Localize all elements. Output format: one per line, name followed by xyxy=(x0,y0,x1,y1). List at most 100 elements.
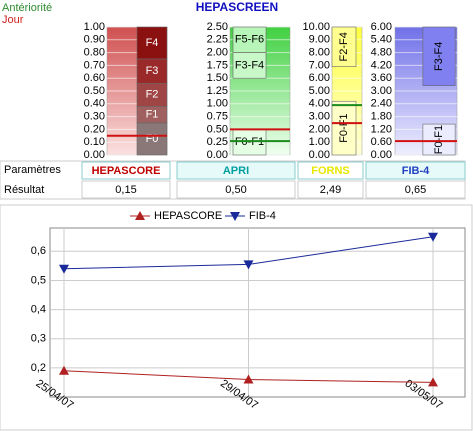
header-cell xyxy=(365,161,466,180)
zone xyxy=(422,26,456,86)
y-tick-label: 0,2 xyxy=(31,362,46,374)
table-header: Paramètres xyxy=(4,164,61,176)
zone-label: F2-F4 xyxy=(338,32,350,61)
gauge-tick-label: 4.80 xyxy=(371,47,392,59)
gauge-tick-label: 7.00 xyxy=(309,59,330,71)
param-name: FORNS xyxy=(311,165,350,177)
legend-label: HEPASCORE xyxy=(154,210,222,222)
result-value: 0,15 xyxy=(115,184,136,196)
param-name: APRI xyxy=(223,165,249,177)
y-tick-label: 0,3 xyxy=(31,333,46,345)
y-tick-label: 0,4 xyxy=(31,303,46,315)
plot-area xyxy=(49,227,466,398)
point xyxy=(59,365,69,375)
gauge-tick-label: 3.00 xyxy=(371,85,392,97)
zone-label: F1 xyxy=(146,109,159,121)
gauge-tick-label: 0.20 xyxy=(84,123,105,135)
table-frame xyxy=(0,160,466,200)
gauge-tick-label: 1.00 xyxy=(207,98,228,110)
zone-label: F0-F1 xyxy=(433,125,445,154)
gauge-tick-label: 6.00 xyxy=(371,21,392,33)
gauge-tick-label: 0.00 xyxy=(309,149,330,161)
zone xyxy=(232,52,267,79)
zone-label: F0 xyxy=(146,133,159,145)
gauge-tick-label: 0.50 xyxy=(84,85,105,97)
zone-label: F3 xyxy=(146,65,159,77)
legend-marker xyxy=(135,211,145,220)
gauge-tick-label: 10.00 xyxy=(302,21,330,33)
gauge-tick-label: 0.80 xyxy=(84,47,105,59)
zone-label: F0-F1 xyxy=(338,113,350,142)
gauge-tick-label: 1.00 xyxy=(84,21,105,33)
zone xyxy=(422,123,456,156)
gauge-tick-label: 1.00 xyxy=(309,136,330,148)
gauge-tick-label: 2.50 xyxy=(207,21,228,33)
zone xyxy=(331,26,357,67)
point xyxy=(243,374,254,384)
gauge-tick-label: 8.00 xyxy=(309,47,330,59)
legend-previous: Antériorité xyxy=(2,2,52,14)
zone xyxy=(136,122,168,156)
zone-label: F4 xyxy=(146,37,159,49)
header-cell xyxy=(81,161,171,180)
gauge-tick-label: 2.00 xyxy=(309,123,330,135)
header-cell xyxy=(176,161,296,180)
gauge-tick-label: 1.20 xyxy=(371,123,392,135)
point xyxy=(243,260,254,270)
param-name: HEPASCORE xyxy=(92,165,161,177)
gauge-tick-label: 4.20 xyxy=(371,59,392,71)
gauge-tick-label: 2.00 xyxy=(207,47,228,59)
chart-frame xyxy=(0,204,473,431)
gauge-tick-label: 1.25 xyxy=(207,85,228,97)
point xyxy=(59,264,69,274)
gauge-tick-label: 0.75 xyxy=(207,111,228,123)
gauge-tick-label: 0.00 xyxy=(207,149,228,161)
title: HEPASCREEN xyxy=(196,0,278,14)
gauge-tick-label: 6.00 xyxy=(309,72,330,84)
zone xyxy=(136,58,168,84)
gauge-tick-label: 1.75 xyxy=(207,59,228,71)
gauge-tick-label: 1.50 xyxy=(207,72,228,84)
result-cell xyxy=(365,180,466,199)
y-tick-label: 0,6 xyxy=(31,245,46,257)
result-cell xyxy=(297,180,364,199)
gauge-tick-label: 0.00 xyxy=(84,149,105,161)
gauge-tick-label: 2.25 xyxy=(207,34,228,46)
gauge-tick-label: 1.80 xyxy=(371,111,392,123)
gauge-tick-label: 9.00 xyxy=(309,34,330,46)
result-value: 2,49 xyxy=(320,184,341,196)
table-row-label: Résultat xyxy=(4,184,44,196)
param-name: FIB-4 xyxy=(402,165,430,177)
gauge-tick-label: 0.50 xyxy=(207,123,228,135)
result-cell xyxy=(176,180,296,199)
gauge-tick-label: 0.60 xyxy=(371,136,392,148)
header-cell xyxy=(297,161,364,180)
zone-label: F2 xyxy=(146,89,159,101)
result-cell xyxy=(81,180,171,199)
zone-label: F3-F4 xyxy=(235,59,264,71)
result-value: 0,50 xyxy=(225,184,246,196)
legend-today: Jour xyxy=(2,14,24,26)
point xyxy=(428,232,438,242)
result-value: 0,65 xyxy=(405,184,426,196)
zone xyxy=(232,26,267,53)
gauge-tick-label: 0.60 xyxy=(84,72,105,84)
gauge-tick-label: 5.40 xyxy=(371,34,392,46)
gauge-tick-label: 0.70 xyxy=(84,59,105,71)
gauge-tick-label: 0.30 xyxy=(84,111,105,123)
gauge-tick-label: 0.10 xyxy=(84,136,105,148)
zone-label: F5-F6 xyxy=(235,34,264,46)
legend-label: FIB-4 xyxy=(249,210,276,222)
zone-label: F3-F4 xyxy=(433,42,445,71)
point xyxy=(428,377,438,387)
y-tick-label: 0,5 xyxy=(31,274,46,286)
gauge-tick-label: 3.60 xyxy=(371,72,392,84)
zone xyxy=(331,100,357,156)
gauge-tick-label: 4.00 xyxy=(309,98,330,110)
gauge-tick-label: 5.00 xyxy=(309,85,330,97)
gauge-tick-label: 3.00 xyxy=(309,111,330,123)
gauge-tick-label: 0.40 xyxy=(84,98,105,110)
gauge-tick-label: 0.90 xyxy=(84,34,105,46)
gauge-tick-label: 2.40 xyxy=(371,98,392,110)
